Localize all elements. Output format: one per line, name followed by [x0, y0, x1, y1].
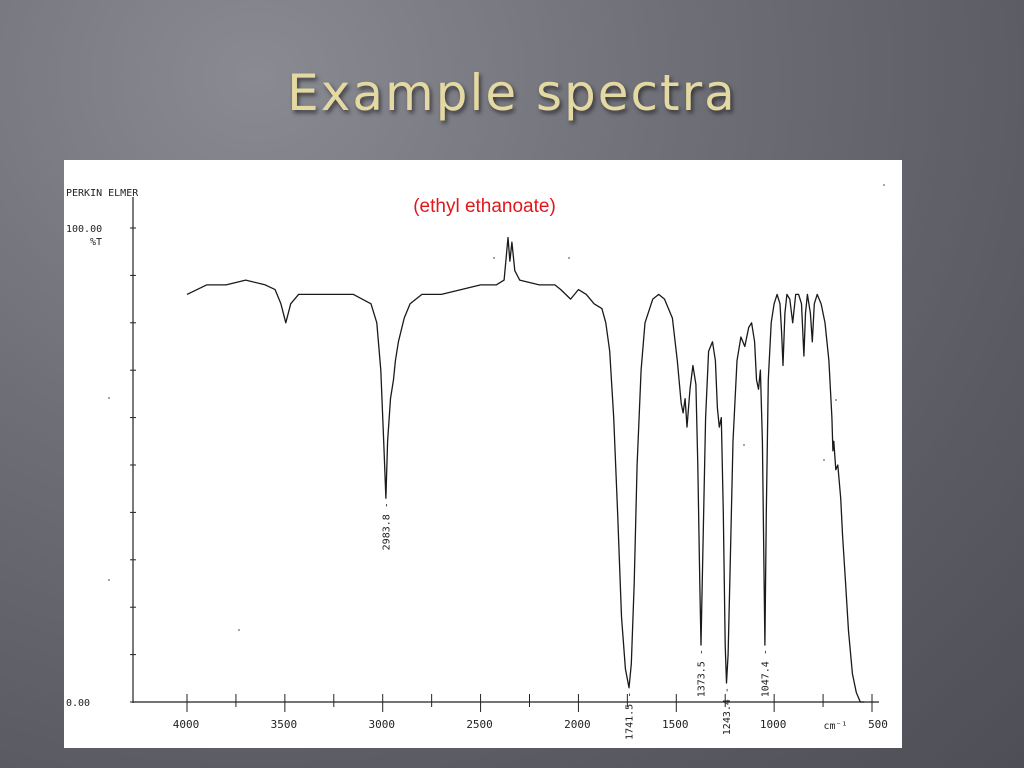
x-tick-label: 2000 [564, 718, 591, 731]
peak-label: 2983.8 - [381, 502, 392, 550]
scan-speck [108, 397, 110, 399]
scan-speck [568, 257, 570, 259]
peak-label: 1741.5 - [625, 692, 636, 740]
transmittance-trace [186, 236, 865, 703]
instrument-header: PERKIN ELMER [66, 188, 139, 199]
compound-label: (ethyl ethanoate) [413, 196, 556, 217]
x-tick-label: 1000 [760, 718, 787, 731]
y-tick-label: 0.00 [66, 698, 90, 709]
peak-label: 1047.4 - [760, 649, 771, 697]
peak-label: 1243.4 - [722, 687, 733, 735]
x-tick-label: 4000 [173, 718, 200, 731]
scan-speck [823, 459, 825, 461]
x-tick-label: 500 [868, 718, 888, 731]
x-tick-label: 1500 [662, 718, 689, 731]
tick-marks [130, 227, 873, 712]
y-unit-label: %T [90, 237, 102, 248]
scan-speck [238, 629, 240, 631]
scan-specks [108, 184, 885, 631]
scan-speck [743, 444, 745, 446]
slide-title: Example spectra [287, 64, 737, 122]
y-tick-label: 100.00 [66, 224, 102, 235]
x-tick-label: 2500 [466, 718, 493, 731]
x-tick-label: 3500 [271, 718, 298, 731]
x-axis-unit: cm⁻¹ [823, 721, 847, 732]
axes [132, 197, 879, 703]
scan-speck [835, 399, 837, 401]
scan-speck [108, 579, 110, 581]
spectrum-figure: PERKIN ELMER 100.00 %T 0.00 4000 3500 3000 250… [64, 160, 902, 748]
peak-label: 1373.5 - [697, 649, 708, 697]
x-tick-label: 3000 [368, 718, 395, 731]
peak-labels: 2983.8 - 1741.5 - 1373.5 - 1243.4 - 1047.4 - [381, 502, 771, 740]
scan-speck [883, 184, 885, 186]
ir-spectrum-chart: PERKIN ELMER 100.00 %T 0.00 4000 3500 3000 250… [66, 184, 888, 740]
scan-speck [493, 257, 495, 259]
tick-labels: 100.00 %T 0.00 4000 3500 3000 2500 2000 1500 1000… [66, 224, 888, 732]
